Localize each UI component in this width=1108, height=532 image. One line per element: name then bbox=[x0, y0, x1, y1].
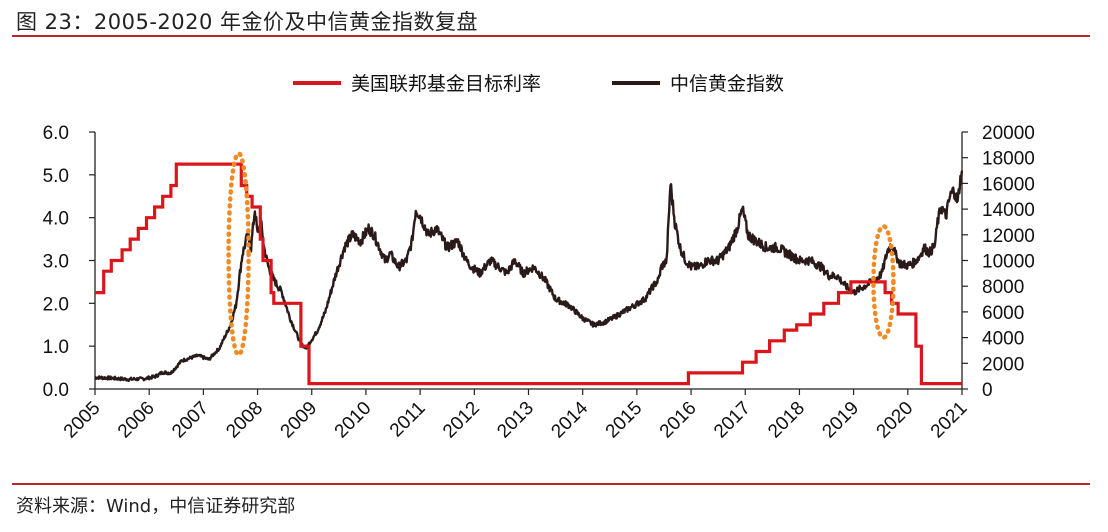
x-tick-label: 2020 bbox=[873, 398, 918, 443]
x-tick-label: 2021 bbox=[927, 398, 972, 443]
x-tick-label: 2011 bbox=[386, 398, 430, 442]
left-tick-label: 1.0 bbox=[43, 337, 69, 358]
x-tick-label: 2006 bbox=[114, 398, 159, 443]
x-tick-label: 2014 bbox=[547, 397, 592, 442]
legend-label-rate: 美国联邦基金目标利率 bbox=[351, 73, 541, 95]
left-tick-label: 4.0 bbox=[43, 209, 69, 230]
x-tick-label: 2018 bbox=[764, 398, 809, 443]
chart: 美国联邦基金目标利率 中信黄金指数 0.0 1.0 2.0 3.0 4.0 5.0 6.0 0… bbox=[43, 73, 1035, 443]
x-tick-label: 2015 bbox=[602, 398, 647, 443]
right-tick-label: 12000 bbox=[982, 226, 1035, 247]
x-tick-label: 2010 bbox=[331, 398, 376, 443]
x-tick-label: 2005 bbox=[60, 398, 105, 443]
x-tick-label: 2019 bbox=[818, 398, 863, 443]
right-tick-label: 0 bbox=[982, 380, 993, 401]
highlight-ellipse bbox=[226, 151, 251, 357]
left-tick-label: 6.0 bbox=[43, 123, 69, 144]
legend-label-index: 中信黄金指数 bbox=[670, 73, 784, 95]
x-tick-label: 2007 bbox=[168, 398, 213, 443]
right-tick-label: 2000 bbox=[982, 354, 1024, 375]
x-tick-label: 2012 bbox=[439, 398, 484, 443]
legend: 美国联邦基金目标利率 中信黄金指数 bbox=[293, 73, 784, 95]
title-rule bbox=[12, 35, 1090, 37]
right-tick-label: 8000 bbox=[982, 277, 1024, 298]
left-tick-label: 3.0 bbox=[43, 252, 69, 273]
right-tick-label: 10000 bbox=[982, 252, 1035, 273]
x-tick-label: 2017 bbox=[710, 398, 755, 443]
highlight-ellipse bbox=[871, 223, 896, 340]
right-tick-label: 20000 bbox=[982, 123, 1035, 144]
figure-title: 图 23：2005-2020 年金价及中信黄金指数复盘 bbox=[16, 10, 479, 34]
left-tick-label: 5.0 bbox=[43, 166, 69, 187]
x-tick-label: 2009 bbox=[277, 398, 322, 443]
plot-area bbox=[94, 151, 964, 386]
source-rule bbox=[12, 483, 1090, 485]
left-tick-label: 0.0 bbox=[43, 380, 69, 401]
left-tick-label: 2.0 bbox=[43, 294, 69, 315]
right-tick-label: 4000 bbox=[982, 329, 1024, 350]
right-tick-label: 16000 bbox=[982, 174, 1035, 195]
index-line bbox=[94, 170, 964, 382]
right-tick-label: 6000 bbox=[982, 303, 1024, 324]
right-tick-label: 14000 bbox=[982, 200, 1035, 221]
x-tick-label: 2016 bbox=[656, 398, 701, 443]
rate-line bbox=[95, 162, 962, 386]
x-tick-label: 2008 bbox=[222, 398, 267, 443]
right-tick-label: 18000 bbox=[982, 149, 1035, 170]
x-tick-label: 2013 bbox=[493, 398, 538, 443]
source-note: 资料来源：Wind，中信证券研究部 bbox=[16, 496, 296, 517]
